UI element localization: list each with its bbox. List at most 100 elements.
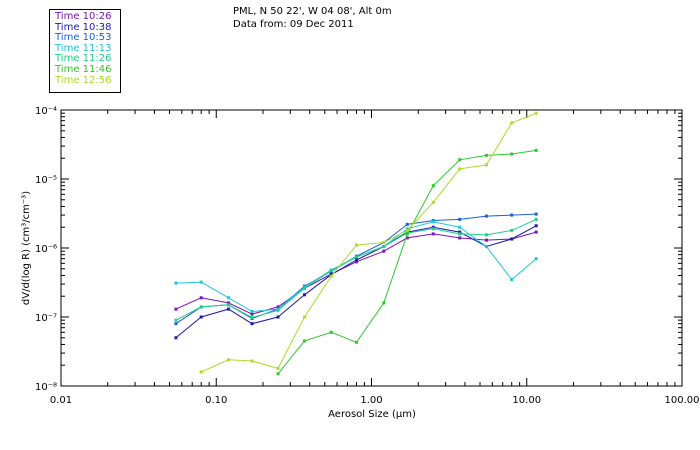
data-point bbox=[534, 148, 538, 152]
data-point bbox=[276, 315, 280, 319]
legend-item: Time 11:46 bbox=[55, 63, 112, 75]
data-point bbox=[431, 200, 435, 204]
data-point bbox=[484, 153, 488, 157]
data-point bbox=[510, 237, 514, 241]
data-point bbox=[458, 158, 462, 162]
data-point bbox=[534, 212, 538, 216]
legend: Time 10:26 Time 10:38 Time 10:53 Time 11… bbox=[49, 9, 121, 93]
series-time-12-56 bbox=[199, 111, 538, 374]
data-point bbox=[276, 305, 280, 309]
data-point bbox=[510, 228, 514, 232]
data-point bbox=[174, 322, 178, 326]
data-point bbox=[199, 315, 203, 319]
data-point bbox=[510, 152, 514, 156]
data-point bbox=[354, 340, 358, 344]
data-point bbox=[199, 280, 203, 284]
data-point bbox=[458, 232, 462, 236]
data-point bbox=[405, 236, 409, 240]
data-point bbox=[458, 167, 462, 171]
data-point bbox=[382, 249, 386, 253]
data-point bbox=[302, 293, 306, 297]
data-point bbox=[534, 257, 538, 261]
data-point bbox=[174, 281, 178, 285]
data-point bbox=[354, 255, 358, 259]
plot-frame bbox=[60, 109, 683, 387]
data-point bbox=[431, 227, 435, 231]
data-point bbox=[405, 222, 409, 226]
data-point bbox=[302, 339, 306, 343]
data-point bbox=[227, 307, 231, 311]
data-point bbox=[227, 358, 231, 362]
data-point bbox=[174, 336, 178, 340]
data-point bbox=[382, 301, 386, 305]
data-point bbox=[534, 224, 538, 228]
x-tick-label: 1.00 bbox=[360, 395, 382, 406]
series-time-11-46 bbox=[276, 148, 538, 376]
data-point bbox=[484, 245, 488, 249]
data-point bbox=[250, 316, 254, 320]
y-tick-label: 10⁻⁵ bbox=[35, 175, 57, 186]
data-point bbox=[250, 359, 254, 363]
data-point bbox=[329, 274, 333, 278]
series-group bbox=[174, 111, 538, 376]
data-point bbox=[354, 260, 358, 264]
data-point bbox=[534, 230, 538, 234]
series-time-10-26 bbox=[174, 230, 538, 316]
legend-item: Time 10:38 bbox=[55, 21, 112, 33]
data-point bbox=[329, 269, 333, 273]
x-axis-label: Aerosol Size (μm) bbox=[328, 409, 416, 420]
y-axis-label: dV/d(log R) (cm³/cm⁻³) bbox=[21, 191, 32, 305]
axis-ticks bbox=[60, 110, 682, 387]
data-point bbox=[484, 214, 488, 218]
data-point bbox=[458, 230, 462, 234]
data-point bbox=[227, 303, 231, 307]
data-point bbox=[510, 213, 514, 217]
y-tick-label: 10⁻⁴ bbox=[35, 106, 57, 117]
data-point bbox=[276, 308, 280, 312]
data-point bbox=[431, 220, 435, 224]
data-point bbox=[302, 286, 306, 290]
y-tick-label: 10⁻⁸ bbox=[35, 382, 57, 393]
data-point bbox=[510, 121, 514, 125]
x-tick-label: 0.01 bbox=[50, 395, 72, 406]
data-point bbox=[276, 366, 280, 370]
x-tick-label: 10.00 bbox=[512, 395, 541, 406]
date-text: Data from: 09 Dec 2011 bbox=[233, 19, 354, 30]
data-point bbox=[405, 228, 409, 232]
legend-item: Time 11:26 bbox=[55, 53, 112, 65]
data-point bbox=[174, 318, 178, 322]
y-tick-label: 10⁻⁶ bbox=[35, 244, 57, 255]
data-point bbox=[199, 370, 203, 374]
data-point bbox=[405, 227, 409, 231]
y-tick-label: 10⁻⁷ bbox=[35, 313, 57, 324]
data-point bbox=[329, 330, 333, 334]
data-point bbox=[484, 233, 488, 237]
x-tick-label: 100.00 bbox=[665, 395, 700, 406]
x-tick-label: 0.10 bbox=[205, 395, 227, 406]
data-point bbox=[354, 243, 358, 247]
data-point bbox=[431, 225, 435, 229]
data-point bbox=[458, 217, 462, 221]
data-point bbox=[431, 232, 435, 236]
series-line bbox=[277, 149, 537, 375]
chart-header: PML, N 50 22', W 04 08', Alt 0m Data fro… bbox=[233, 5, 392, 31]
data-point bbox=[276, 372, 280, 376]
data-point bbox=[174, 307, 178, 311]
data-point bbox=[484, 163, 488, 167]
data-point bbox=[199, 305, 203, 309]
data-point bbox=[382, 241, 386, 245]
data-point bbox=[302, 315, 306, 319]
legend-item: Time 10:53 bbox=[55, 32, 112, 44]
location-text: PML, N 50 22', W 04 08', Alt 0m bbox=[233, 6, 392, 17]
series-line bbox=[175, 213, 537, 325]
series-line bbox=[200, 112, 537, 373]
data-point bbox=[227, 296, 231, 300]
data-point bbox=[534, 217, 538, 221]
data-point bbox=[534, 111, 538, 115]
data-point bbox=[250, 312, 254, 316]
data-point bbox=[382, 245, 386, 249]
data-point bbox=[227, 301, 231, 305]
data-point bbox=[484, 238, 488, 242]
data-point bbox=[250, 322, 254, 326]
